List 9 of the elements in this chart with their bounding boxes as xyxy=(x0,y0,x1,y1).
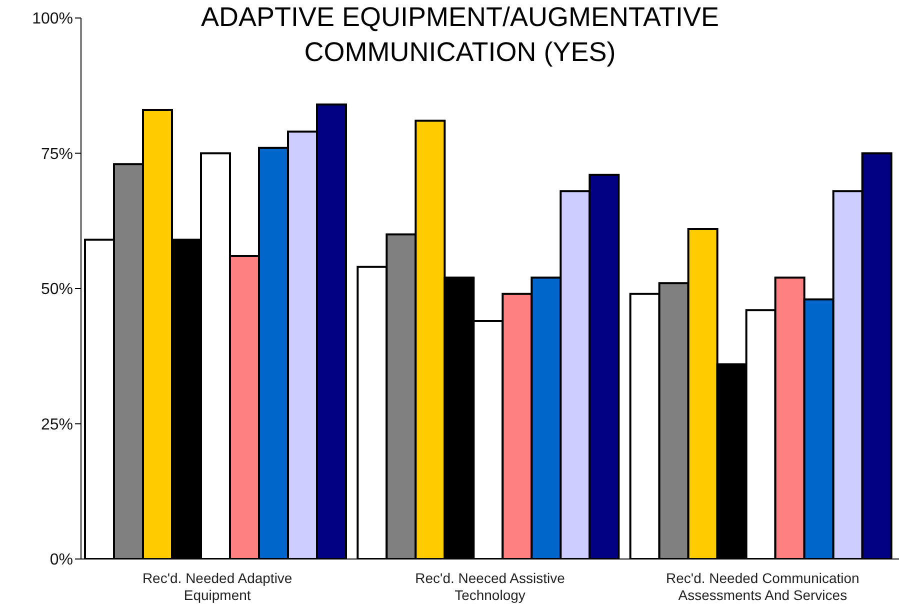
x-tick-label: Rec'd. Needed Adaptive Equipment xyxy=(142,570,292,603)
y-tick-label: 100% xyxy=(32,10,73,28)
y-tick-label: 25% xyxy=(40,416,73,434)
y-tick-label: 0% xyxy=(50,552,73,569)
chart-title: ADAPTIVE EQUIPMENT/AUGMENTATIVE COMMUNICATION (YES) xyxy=(200,1,720,69)
y-tick-label: 75% xyxy=(40,146,73,163)
y-tick-label: 50% xyxy=(40,281,73,298)
x-tick-label: Rec'd. Neeced Assistive Technology xyxy=(415,570,566,603)
x-tick-label: Rec'd. Needed Communication Assessments And Services xyxy=(666,570,860,603)
